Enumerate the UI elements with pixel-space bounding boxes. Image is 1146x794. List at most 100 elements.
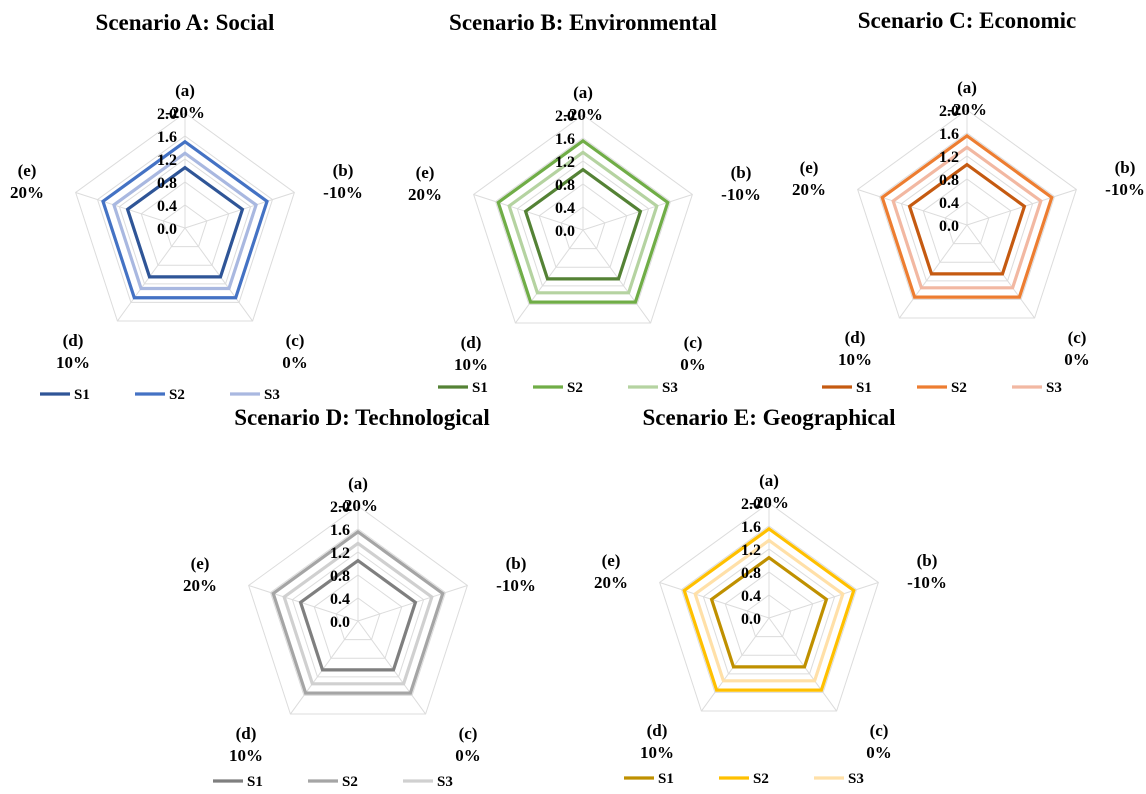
axis-value-label: 20% — [10, 183, 44, 202]
r-tick-label: 0.8 — [157, 175, 177, 192]
axis-value-label: -20% — [947, 100, 987, 119]
grid-spoke — [966, 224, 1035, 319]
axis-value-label: -20% — [338, 496, 378, 515]
r-tick-label: 1.2 — [330, 545, 350, 562]
legend-label-s2: S2 — [169, 387, 185, 403]
series-s1-line — [907, 162, 1027, 276]
r-tick-label: 0.4 — [741, 588, 761, 605]
axis-id-label: (e) — [416, 163, 435, 182]
grid-spoke — [899, 224, 968, 319]
r-tick-label: 1.6 — [157, 129, 177, 146]
grid-spoke — [515, 229, 584, 324]
r-tick-label: 0.8 — [939, 172, 959, 189]
grid-spoke — [248, 584, 359, 622]
axis-id-label: (a) — [759, 471, 779, 490]
grid-ring — [659, 502, 879, 712]
legend-label-s2: S2 — [753, 771, 769, 787]
grid-spoke — [768, 617, 837, 712]
r-tick-label: 0.8 — [555, 177, 575, 194]
r-tick-label: 2.0 — [555, 108, 575, 125]
axis-id-label: (a) — [573, 83, 593, 102]
r-tick-label: 2.0 — [741, 496, 761, 513]
r-tick-label: 0.4 — [939, 195, 959, 212]
chart-title: Scenario B: Environmental — [449, 10, 717, 35]
grid-ring — [335, 597, 381, 641]
r-tick-label: 1.2 — [555, 154, 575, 171]
axis-value-label: -10% — [496, 576, 536, 595]
axis-id-label: (a) — [957, 78, 977, 97]
legend-label-s1: S1 — [472, 380, 488, 396]
axis-id-label: (e) — [602, 551, 621, 570]
axis-value-label: -20% — [749, 493, 789, 512]
axis-id-label: (e) — [191, 554, 210, 573]
radar-chart-2: Scenario B: Environmental 0.0 0.4 0.8 1.2 1.6… — [408, 10, 761, 396]
series-s1-line — [125, 165, 245, 279]
grid-ring — [269, 528, 447, 696]
grid-ring — [96, 135, 274, 303]
r-tick-label: 2.0 — [330, 499, 350, 516]
axis-value-label: -10% — [907, 573, 947, 592]
grid-spoke — [357, 620, 426, 715]
grid-ring — [944, 201, 990, 245]
grid-ring — [900, 155, 1034, 282]
r-tick-label: 0.0 — [330, 614, 350, 631]
series-s3-line — [282, 541, 434, 686]
radar-chart-5: Scenario E: Geographical 0.0 0.4 0.8 1.2 1.6 2… — [594, 405, 947, 787]
chart-title: Scenario D: Technological — [234, 405, 490, 430]
series-s3-line — [693, 538, 845, 683]
axis-id-label: (e) — [800, 158, 819, 177]
r-tick-label: 1.2 — [741, 542, 761, 559]
legend-label-s2: S2 — [567, 380, 583, 396]
series-s2-line — [496, 138, 670, 304]
axis-id-label: (c) — [286, 331, 305, 350]
grid-spoke — [582, 229, 651, 324]
axis-id-label: (b) — [506, 554, 527, 573]
grid-spoke — [290, 620, 359, 715]
radar-chart-3: Scenario C: Economic 0.0 0.4 0.8 1.2 1.6 2.0 (a… — [792, 8, 1145, 396]
r-tick-label: 2.0 — [157, 106, 177, 123]
legend-label-s3: S3 — [1046, 380, 1062, 396]
legend-label-s1: S1 — [658, 771, 674, 787]
grid-spoke — [473, 193, 584, 231]
radar-chart-1: Scenario A: Social 0.0 0.4 0.8 1.2 1.6 2.0 (a) -… — [10, 10, 363, 403]
axis-id-label: (d) — [647, 721, 668, 740]
grid-ring — [746, 594, 792, 638]
series-s3-line — [112, 151, 258, 291]
legend-label-s1: S1 — [74, 387, 90, 403]
axis-id-label: (b) — [1115, 158, 1136, 177]
axis-id-label: (b) — [917, 551, 938, 570]
grid-ring — [248, 505, 468, 715]
grid-spoke — [117, 227, 186, 322]
r-tick-label: 1.2 — [157, 152, 177, 169]
axis-value-label: 0% — [1064, 350, 1090, 369]
legend-label-s2: S2 — [342, 774, 358, 790]
grid-spoke — [357, 584, 468, 622]
axis-value-label: 10% — [454, 355, 488, 374]
legend-label-s2: S2 — [951, 380, 967, 396]
legend-label-s3: S3 — [264, 387, 280, 403]
legend-label-s3: S3 — [662, 380, 678, 396]
axis-id-label: (d) — [845, 328, 866, 347]
axis-value-label: -20% — [165, 103, 205, 122]
grid-ring — [702, 548, 836, 675]
grid-spoke — [184, 227, 253, 322]
grid-ring — [878, 132, 1056, 300]
axis-id-label: (d) — [236, 724, 257, 743]
series-s2-line — [682, 526, 856, 692]
legend-label-s3: S3 — [437, 774, 453, 790]
r-tick-label: 0.0 — [741, 611, 761, 628]
axis-value-label: -10% — [323, 183, 363, 202]
axis-id-label: (b) — [731, 163, 752, 182]
axis-id-label: (a) — [175, 81, 195, 100]
axis-id-label: (b) — [333, 161, 354, 180]
grid-ring — [313, 574, 403, 659]
r-tick-label: 0.0 — [555, 223, 575, 240]
grid-ring — [494, 137, 672, 305]
axis-id-label: (c) — [870, 721, 889, 740]
grid-spoke — [768, 581, 879, 619]
grid-spoke — [184, 191, 295, 229]
grid-spoke — [701, 617, 770, 712]
chart-title: Scenario A: Social — [96, 10, 275, 35]
r-tick-label: 1.6 — [939, 126, 959, 143]
